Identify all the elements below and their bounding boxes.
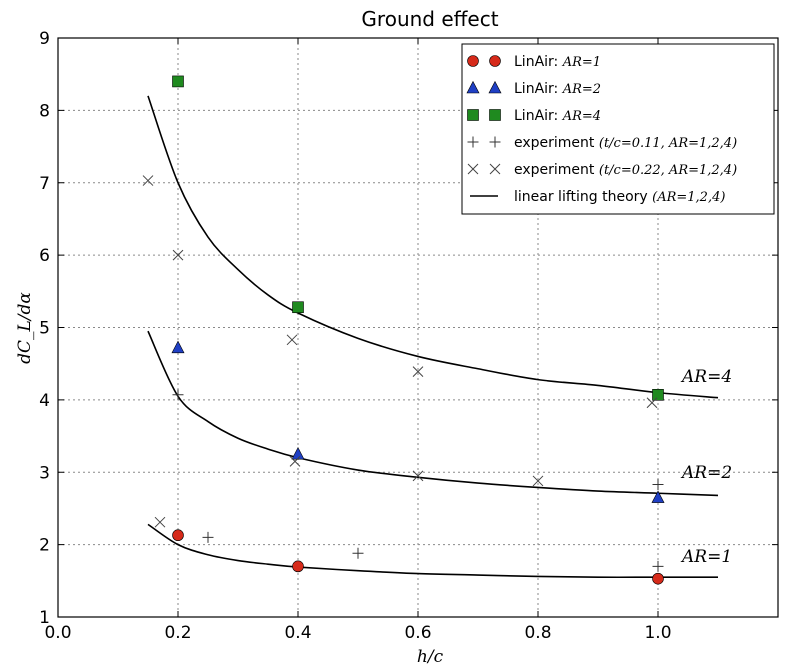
y-tick-label: 2 <box>39 536 50 556</box>
legend-entry-text: experiment <box>514 135 599 151</box>
chart-title: Ground effect <box>361 7 498 31</box>
data-point-square <box>172 75 184 88</box>
legend-marker-square <box>489 109 501 121</box>
curve-label: AR=4 <box>680 367 732 387</box>
data-point-cross <box>289 456 301 467</box>
legend-entry-text: experiment <box>514 162 599 178</box>
x-tick-label: 0.0 <box>44 623 71 643</box>
data-point-triangle <box>291 447 305 460</box>
legend-entry-math: AR=1 <box>562 55 601 70</box>
data-point-plus <box>352 547 364 559</box>
x-tick-label: 0.4 <box>284 623 311 643</box>
x-tick-label: 0.6 <box>404 623 431 643</box>
legend-entry-label: LinAir: AR=2 <box>514 81 601 97</box>
x-tick-label: 0.8 <box>524 623 551 643</box>
theory-curve-ar-2 <box>147 330 719 497</box>
data-point-circle <box>172 529 184 542</box>
legend-entry-math: AR=2 <box>562 82 601 97</box>
legend-entry-text: LinAir: <box>514 108 563 124</box>
x-axis-label: h/c <box>417 647 444 667</box>
y-axis-label: dC_L/dα <box>15 292 35 364</box>
legend-entry-math: (AR=1,2,4) <box>652 190 725 205</box>
legend-marker-cross <box>467 163 479 175</box>
legend-box <box>461 43 775 215</box>
y-tick-label: 7 <box>39 174 50 194</box>
legend-marker-plus <box>467 136 479 148</box>
legend-marker-cross <box>489 163 501 175</box>
legend-entry-label: experiment (t/c=0.11, AR=1,2,4) <box>514 135 737 151</box>
legend-entry-text: LinAir: <box>514 54 563 70</box>
data-point-square <box>292 301 304 314</box>
y-tick-label: 1 <box>39 608 50 628</box>
legend-entry-math: (t/c=0.11, AR=1,2,4) <box>599 136 737 151</box>
data-point-plus <box>172 389 184 401</box>
legend-marker-circle <box>467 55 479 67</box>
data-point-circle <box>292 560 304 573</box>
data-point-triangle <box>651 490 665 503</box>
legend-marker-triangle <box>488 80 502 94</box>
x-tick-label: 1.0 <box>644 623 671 643</box>
legend-entry-label: LinAir: AR=4 <box>514 108 601 124</box>
data-point-cross <box>412 366 424 378</box>
data-point-plus <box>202 531 214 543</box>
y-tick-label: 8 <box>39 101 50 121</box>
data-point-cross <box>646 397 658 409</box>
legend-entry-math: AR=4 <box>562 109 601 124</box>
legend-entry-text: linear lifting theory <box>514 189 652 205</box>
data-point-plus <box>652 560 664 572</box>
legend-entry-text: LinAir: <box>514 81 563 97</box>
data-point-cross <box>286 334 298 346</box>
data-point-cross <box>142 175 154 186</box>
legend-entry-math: (t/c=0.22, AR=1,2,4) <box>599 163 737 178</box>
data-point-cross <box>172 249 184 261</box>
theory-curve-ar-1 <box>147 523 718 579</box>
y-tick-label: 3 <box>39 463 50 483</box>
curve-label: AR=2 <box>680 463 732 483</box>
curve-labels: AR=4 AR=2 AR=1 <box>680 367 732 567</box>
data-markers <box>142 75 665 585</box>
theory-curves <box>147 95 719 579</box>
data-point-cross <box>412 470 424 482</box>
y-tick-label: 6 <box>39 246 50 266</box>
legend-entry-label: experiment (t/c=0.22, AR=1,2,4) <box>514 162 737 178</box>
legend-marker-square <box>467 109 479 121</box>
y-tick-label: 4 <box>39 391 50 411</box>
data-point-cross <box>532 475 544 487</box>
legend-marker-circle <box>489 55 501 67</box>
data-point-triangle <box>171 340 185 354</box>
y-tick-label: 5 <box>39 319 50 339</box>
legend-marker-triangle <box>466 80 480 94</box>
data-point-square <box>652 389 664 401</box>
data-point-cross <box>154 516 166 528</box>
curve-label: AR=1 <box>680 547 732 567</box>
y-tick-label: 9 <box>39 29 50 49</box>
legend-entry-label: linear lifting theory (AR=1,2,4) <box>514 189 725 205</box>
theory-curve-ar-4 <box>147 95 719 399</box>
legend-entry-label: LinAir: AR=1 <box>514 54 601 70</box>
axis-ticks: 0.0 0.2 0.4 0.6 0.8 1.0 1 2 3 4 5 6 7 8 9 <box>39 29 778 643</box>
data-point-plus <box>652 479 664 491</box>
legend-marker-plus <box>489 136 501 148</box>
x-tick-label: 0.2 <box>164 623 191 643</box>
data-point-circle <box>652 572 664 585</box>
